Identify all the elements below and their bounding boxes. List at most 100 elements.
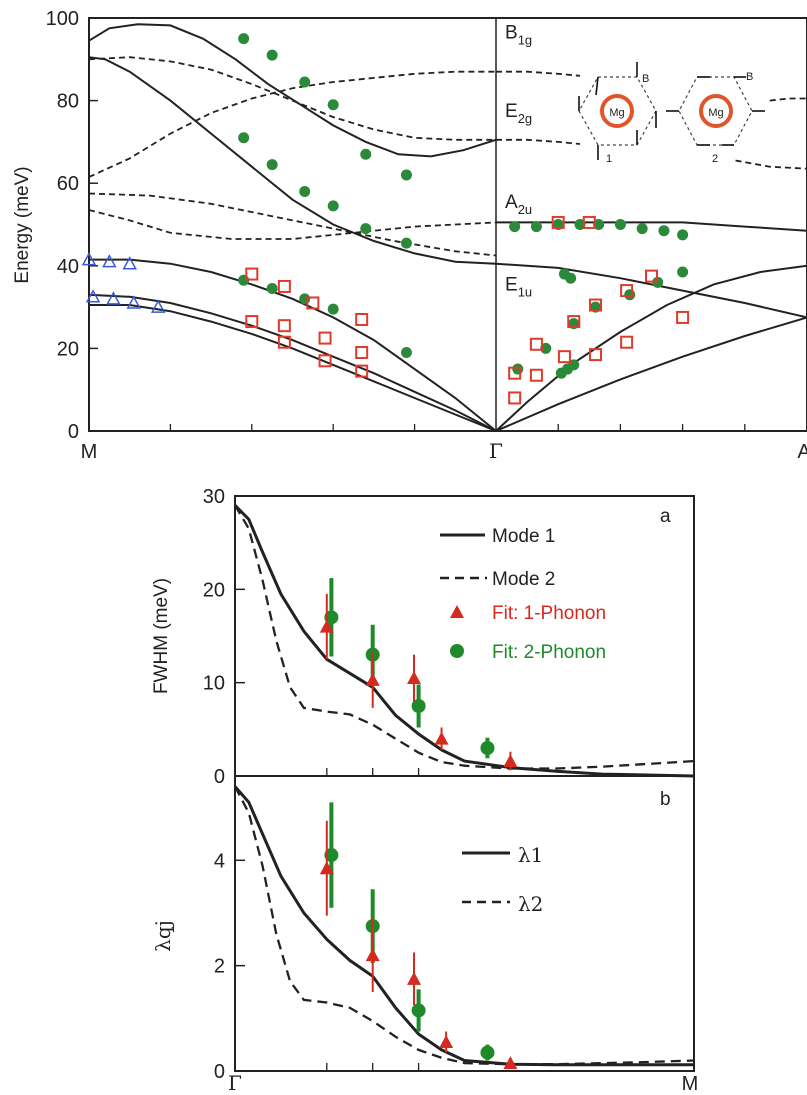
dispersion-y-label: Energy (meV)	[12, 166, 33, 283]
green-data-point	[574, 219, 586, 230]
lambda-1phonon-point	[503, 1056, 518, 1070]
x-tick-m: M	[81, 441, 98, 463]
green-data-point	[530, 221, 542, 233]
red-square-point	[551, 215, 565, 229]
dispersion-x-minor-ticks	[169, 424, 746, 431]
dispersion-branch-8	[88, 293, 497, 432]
lambda-y-tick-label: 2	[214, 956, 225, 978]
b-label-2: B	[746, 71, 753, 83]
red-square-point	[589, 298, 603, 312]
mg-label-1: Mg	[609, 107, 624, 119]
red-square-point	[318, 331, 332, 345]
lambda-panel: 0 2 4 λqj b λ1 λ2 Γ M	[151, 775, 699, 1095]
green-data-point	[327, 99, 339, 111]
green-data-point	[400, 169, 412, 181]
y-tick-label: 40	[57, 256, 79, 278]
blue-triangle-point	[81, 252, 97, 266]
lambda-curves	[233, 785, 695, 1067]
fwhm-curve-mode-2	[234, 504, 695, 770]
fwhm-2phonon-point	[324, 610, 339, 625]
blue-triangle-point	[106, 291, 121, 305]
legend-1phonon: Fit: 1-Phonon	[492, 603, 606, 624]
red-square-point	[508, 366, 522, 380]
fwhm-points	[319, 578, 518, 771]
green-data-point	[327, 303, 339, 315]
mode-1-label: 1	[606, 153, 612, 165]
green-data-point	[266, 283, 278, 295]
dispersion-branch-4	[88, 70, 496, 178]
x-tick-m-bottom: M	[682, 1073, 699, 1095]
lambda-y-tick-label: 0	[214, 1061, 225, 1083]
red-square-point	[245, 315, 259, 329]
dispersion-frame	[88, 17, 807, 432]
red-square-point	[620, 335, 634, 349]
fwhm-y-tick-label: 10	[203, 673, 225, 695]
red-square-point	[557, 350, 571, 364]
legend-mode1: Mode 1	[492, 526, 555, 547]
green-data-point	[266, 49, 278, 61]
fwhm-1phonon-point	[319, 619, 334, 633]
dispersion-branch-6	[88, 209, 497, 240]
fwhm-y-tick-label: 20	[203, 579, 225, 601]
dispersion-y-ticks: 0 20 40 60 80 100	[46, 8, 98, 443]
green-data-point	[636, 223, 648, 235]
legend-2phonon: Fit: 2-Phonon	[492, 642, 606, 663]
lambda-1phonon-point	[439, 1035, 454, 1049]
green-data-point	[677, 266, 689, 278]
fwhm-2phonon-point	[411, 699, 426, 713]
fwhm-1phonon-point	[434, 731, 449, 745]
green-data-point	[512, 363, 524, 375]
dispersion-branch-10	[496, 221, 807, 232]
green-data-point	[568, 359, 580, 371]
mode-inset: Mg B 1 Mg B 2	[578, 62, 765, 165]
green-data-point	[400, 237, 412, 249]
legend-1phonon-marker	[450, 605, 464, 618]
fwhm-y-ticks: 0 10 20 30	[203, 486, 420, 788]
green-data-point	[238, 132, 250, 144]
green-data-point	[614, 219, 626, 230]
red-square-point	[676, 310, 690, 324]
red-square-point	[620, 284, 634, 298]
green-data-point	[360, 148, 372, 160]
red-square-point	[245, 267, 259, 281]
b-label-1: B	[642, 73, 649, 85]
lambda-y-tick-label: 4	[214, 850, 225, 872]
y-tick-label: 0	[68, 421, 79, 443]
y-tick-label: 100	[46, 8, 79, 30]
red-square-point	[277, 335, 291, 349]
legend-mode2: Mode 2	[492, 569, 555, 590]
lambda-2phonon-point	[324, 848, 339, 863]
mode-2-label: 2	[712, 153, 718, 165]
blue-triangle-point	[126, 295, 142, 309]
green-data-point	[266, 159, 278, 171]
red-square-point	[318, 354, 332, 368]
fwhm-legend: Mode 1 Mode 2 Fit: 1-Phonon Fit: 2-Phono…	[440, 526, 606, 663]
fwhm-y-tick-label: 0	[214, 766, 225, 788]
y-tick-label: 60	[57, 173, 79, 195]
blue-triangle-point	[85, 289, 101, 303]
dispersion-branch-12	[495, 264, 807, 432]
red-square-point	[355, 364, 369, 378]
mode-2-arrows	[666, 76, 765, 146]
lambda-curve-λ1	[233, 785, 694, 1067]
lambda-1phonon-point	[319, 861, 334, 875]
panel-letter-b: b	[660, 789, 671, 810]
green-data-point	[677, 229, 689, 241]
lambda-1phonon-point	[407, 971, 422, 985]
lambda-y-ticks: 0 2 4	[214, 850, 420, 1083]
fwhm-y-label: FWHM (meV)	[151, 578, 172, 694]
red-square-point	[529, 368, 543, 382]
red-square-point	[582, 215, 596, 229]
fwhm-curve-mode-1	[233, 504, 695, 778]
red-square-point	[355, 346, 369, 360]
fwhm-curves	[233, 504, 695, 778]
mode-label-b1g: B1g	[505, 23, 532, 48]
red-square-point	[355, 312, 369, 326]
legend-lambda1: λ1	[518, 843, 543, 867]
green-data-point	[299, 76, 311, 88]
dispersion-branch-9	[89, 304, 497, 432]
blue-triangle-point	[122, 256, 137, 270]
dispersion-branch-7	[89, 258, 497, 432]
red-square-point	[306, 296, 320, 310]
